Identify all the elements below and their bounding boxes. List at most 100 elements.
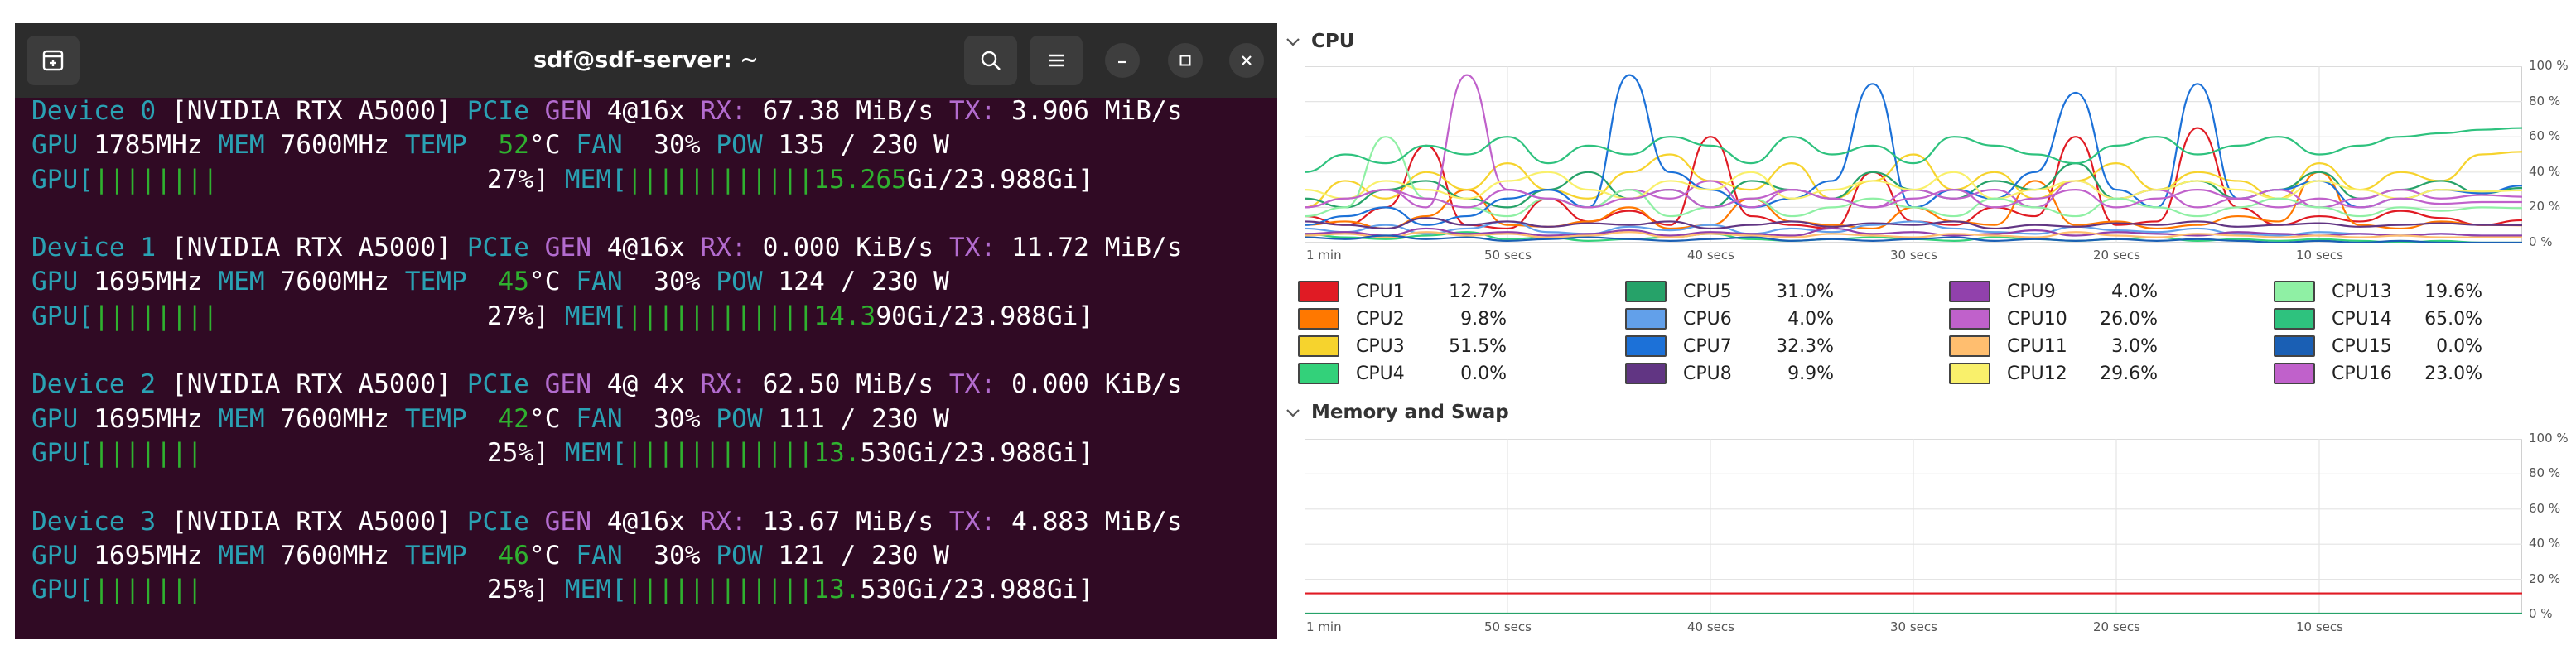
minimize-button[interactable] [1105,43,1140,78]
gen-label: GEN [544,369,591,400]
legend-item-cpu6[interactable]: CPU6 4.0% [1625,306,1834,332]
memory-section-header[interactable]: Memory and Swap [1280,396,1509,429]
x-tick-label: 40 secs [1687,619,1734,634]
rx-value: 62.50 MiB/s [762,369,934,400]
cpu-history-chart [1305,66,2522,243]
y-tick-label: 100 % [2529,58,2569,73]
color-swatch[interactable] [1625,281,1667,302]
x-tick-label: 10 secs [2296,619,2343,634]
legend-item-cpu3[interactable]: CPU3 51.5% [1298,333,1507,359]
color-swatch[interactable] [1949,335,1990,357]
legend-item-cpu13[interactable]: CPU13 19.6% [2274,278,2482,305]
device-bars-line: GPU[|||||||| 27%] MEM[||||||||||||15.265G… [31,163,1274,197]
terminal-output[interactable]: Device 0 [NVIDIA RTX A5000] PCIe GEN 4@1… [31,94,1274,607]
legend-item-cpu2[interactable]: CPU2 9.8% [1298,306,1507,332]
x-tick-label: 10 secs [2296,248,2343,262]
gpu-bar-ticks: |||||||| [94,164,219,195]
legend-cpu-name: CPU10 [2007,308,2067,330]
mem-bar-label: MEM[ [564,575,627,605]
fan-value: 30% [654,267,701,297]
legend-cpu-name: CPU12 [2007,363,2067,384]
series-line-cpu11 [1305,231,2522,238]
menu-button[interactable] [1030,36,1083,85]
x-tick-label: 1 min [1306,248,1342,262]
minimize-icon [1118,60,1126,64]
device-label: Device 3 [31,506,157,537]
y-tick-label: 100 % [2529,431,2569,445]
legend-cpu-value: 31.0% [1776,281,1834,302]
gen-label: GEN [544,233,591,263]
fan-label: FAN [576,267,623,297]
color-swatch[interactable] [1949,308,1990,330]
legend-item-cpu9[interactable]: CPU9 4.0% [1949,278,2158,305]
gpu-bar-label: GPU[ [31,575,94,605]
x-tick-label: 40 secs [1687,248,1734,262]
device-label: Device 0 [31,96,157,126]
gen-label: GEN [544,506,591,537]
color-swatch[interactable] [1949,363,1990,384]
fan-value: 30% [654,540,701,571]
search-button[interactable] [964,36,1017,85]
cpu-section-header[interactable]: CPU [1280,25,1354,58]
legend-cpu-name: CPU7 [1683,335,1732,357]
legend-cpu-value: 65.0% [2424,308,2482,330]
legend-item-cpu10[interactable]: CPU10 26.0% [1949,306,2158,332]
color-swatch[interactable] [2274,281,2315,302]
temp-unit: °C [528,540,561,571]
legend-cpu-name: CPU8 [1683,363,1732,384]
gpu-clock-label: GPU [31,540,79,571]
color-swatch[interactable] [1298,308,1339,330]
color-swatch[interactable] [2274,363,2315,384]
legend-cpu-value: 9.8% [1460,308,1507,330]
y-tick-label: 80 % [2529,93,2561,108]
maximize-button[interactable] [1168,43,1203,78]
blank-line [31,197,1274,231]
device-header-line: Device 3 [NVIDIA RTX A5000] PCIe GEN 4@1… [31,505,1274,539]
color-swatch[interactable] [2274,308,2315,330]
memory-section-title: Memory and Swap [1311,402,1509,423]
mem-bar-ticks: |||||||||||| [626,164,814,195]
legend-item-cpu4[interactable]: CPU4 0.0% [1298,360,1507,387]
color-swatch[interactable] [1625,308,1667,330]
legend-cpu-value: 29.6% [2100,363,2158,384]
device-stats-line: GPU 1695MHz MEM 7600MHz TEMP 42°C FAN 30… [31,402,1274,436]
search-icon [981,51,1001,70]
legend-item-cpu16[interactable]: CPU16 23.0% [2274,360,2482,387]
legend-cpu-value: 32.3% [1776,335,1834,357]
rx-label: RX: [700,369,747,400]
color-swatch[interactable] [1949,281,1990,302]
legend-item-cpu12[interactable]: CPU12 29.6% [1949,360,2158,387]
color-swatch[interactable] [1298,363,1339,384]
legend-item-cpu14[interactable]: CPU14 65.0% [2274,306,2482,332]
legend-item-cpu8[interactable]: CPU8 9.9% [1625,360,1834,387]
device-header-line: Device 0 [NVIDIA RTX A5000] PCIe GEN 4@1… [31,94,1274,128]
terminal-title: sdf@sdf-server: ~ [533,47,759,73]
tx-label: TX: [948,233,996,263]
legend-cpu-name: CPU13 [2332,281,2392,302]
gpu-util-bar: GPU[|||||||| 27%] [31,300,549,334]
color-swatch[interactable] [1298,335,1339,357]
pow-label: POW [716,540,763,571]
legend-item-cpu15[interactable]: CPU15 0.0% [2274,333,2482,359]
legend-cpu-value: 19.6% [2424,281,2482,302]
color-swatch[interactable] [1625,335,1667,357]
new-tab-button[interactable] [27,36,80,85]
color-swatch[interactable] [2274,335,2315,357]
legend-cpu-value: 23.0% [2424,363,2482,384]
legend-item-cpu11[interactable]: CPU11 3.0% [1949,333,2158,359]
color-swatch[interactable] [1625,363,1667,384]
color-swatch[interactable] [1298,281,1339,302]
legend-cpu-value: 4.0% [1787,308,1834,330]
mem-used-value: 13. [813,437,861,468]
close-button[interactable] [1229,43,1264,78]
gen-value: 4@ 4x [606,369,685,400]
legend-item-cpu7[interactable]: CPU7 32.3% [1625,333,1834,359]
legend-item-cpu1[interactable]: CPU1 12.7% [1298,278,1507,305]
device-header-line: Device 2 [NVIDIA RTX A5000] PCIe GEN 4@ … [31,368,1274,402]
y-tick-label: 20 % [2529,199,2561,214]
legend-cpu-value: 9.9% [1787,363,1834,384]
legend-item-cpu5[interactable]: CPU5 31.0% [1625,278,1834,305]
legend-cpu-value: 4.0% [2111,281,2158,302]
pow-value: 111 / 230 W [778,403,949,434]
series-line-cpu14 [1305,127,2522,173]
